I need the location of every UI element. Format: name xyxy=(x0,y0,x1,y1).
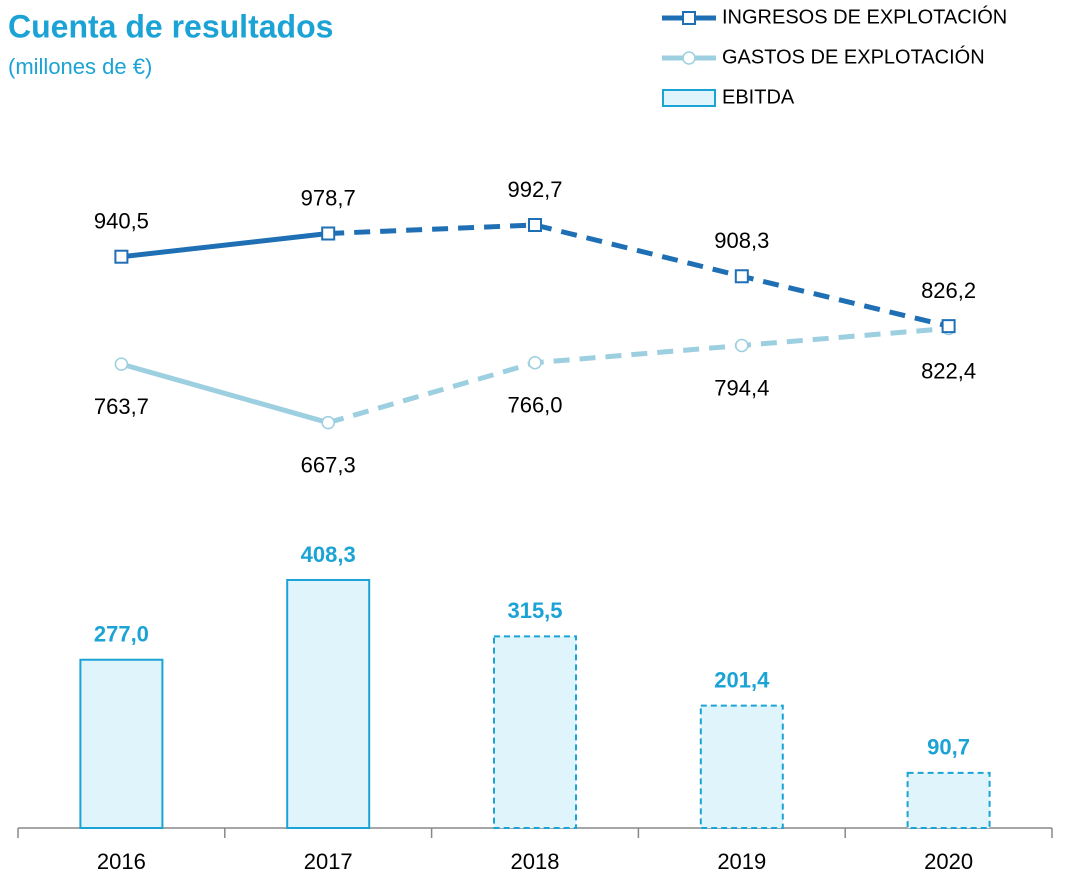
chart-subtitle: (millones de €) xyxy=(8,54,152,79)
x-tick-label: 2018 xyxy=(511,849,560,874)
value-label: 908,3 xyxy=(714,228,769,253)
legend-label: GASTOS DE EXPLOTACIÓN xyxy=(722,45,985,68)
marker xyxy=(321,415,335,430)
line xyxy=(328,222,950,329)
line xyxy=(327,325,949,426)
bar xyxy=(493,635,577,829)
bar xyxy=(906,771,991,829)
bar xyxy=(79,658,164,830)
marker xyxy=(941,319,956,334)
marker xyxy=(321,226,336,241)
legend-marker xyxy=(682,51,696,65)
marker xyxy=(114,249,129,264)
x-tick-label: 2020 xyxy=(924,849,973,874)
value-label: 826,2 xyxy=(921,278,976,303)
legend-label: INGRESOS DE EXPLOTACIÓN xyxy=(722,5,1007,28)
line xyxy=(120,361,329,426)
bar-value-label: 315,5 xyxy=(507,598,562,623)
bar-value-label: 201,4 xyxy=(714,667,770,692)
bar-value-label: 408,3 xyxy=(301,542,356,567)
value-label: 794,4 xyxy=(714,375,769,400)
legend-swatch xyxy=(662,89,716,107)
marker xyxy=(528,355,542,370)
value-label: 667,3 xyxy=(301,452,356,477)
bar-value-label: 90,7 xyxy=(927,735,970,760)
x-tick-label: 2016 xyxy=(97,849,146,874)
value-label: 940,5 xyxy=(94,209,149,234)
value-label: 822,4 xyxy=(921,358,976,383)
marker xyxy=(528,218,542,232)
legend-label: EBITDA xyxy=(722,86,795,108)
value-label: 978,7 xyxy=(301,185,356,210)
x-tick-label: 2019 xyxy=(717,849,766,874)
value-label: 992,7 xyxy=(507,177,562,202)
value-label: 766,0 xyxy=(507,393,562,418)
marker xyxy=(114,357,129,371)
marker xyxy=(734,269,749,284)
bar xyxy=(699,704,784,829)
legend-marker xyxy=(682,11,696,25)
x-tick-label: 2017 xyxy=(304,849,353,874)
chart-title: Cuenta de resultados xyxy=(8,8,333,44)
marker xyxy=(735,338,749,353)
value-label: 763,7 xyxy=(94,394,149,419)
line xyxy=(121,231,329,260)
bar xyxy=(286,578,371,829)
bar-value-label: 277,0 xyxy=(94,622,149,647)
